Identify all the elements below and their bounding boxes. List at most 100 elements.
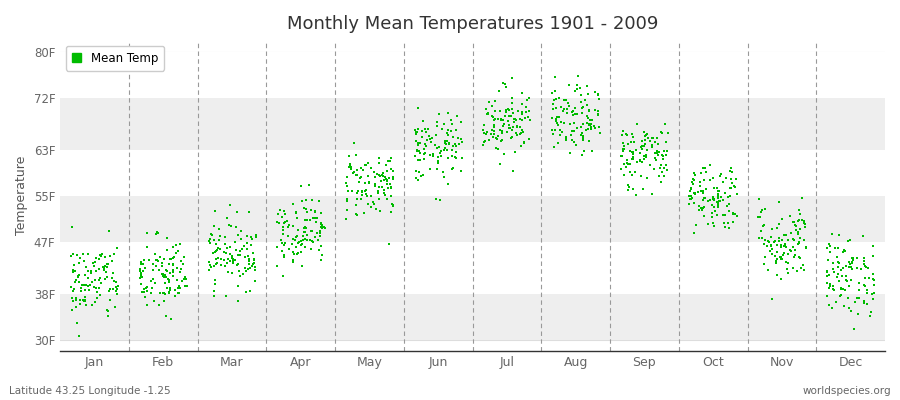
Point bbox=[682, 201, 697, 207]
Point bbox=[770, 242, 785, 248]
Point bbox=[436, 120, 451, 127]
Point bbox=[210, 247, 224, 254]
Point bbox=[501, 122, 516, 128]
Point bbox=[378, 174, 392, 180]
Point bbox=[66, 266, 80, 273]
Point bbox=[226, 256, 240, 263]
Point bbox=[132, 275, 147, 282]
Bar bbox=[60, 150, 885, 196]
Point bbox=[506, 168, 520, 174]
Point bbox=[386, 202, 400, 208]
Point bbox=[518, 115, 533, 121]
Point bbox=[793, 235, 807, 241]
Point bbox=[430, 145, 445, 152]
Point bbox=[350, 171, 365, 178]
Point bbox=[358, 187, 373, 194]
Point bbox=[149, 262, 164, 269]
Point bbox=[752, 234, 766, 241]
Point bbox=[276, 224, 291, 230]
Point bbox=[552, 114, 566, 120]
Point bbox=[248, 234, 263, 241]
Point bbox=[823, 281, 837, 288]
Point bbox=[634, 173, 649, 180]
Point bbox=[106, 286, 121, 292]
Point bbox=[487, 116, 501, 123]
Point bbox=[822, 240, 836, 247]
Point bbox=[289, 234, 303, 240]
Point bbox=[778, 259, 793, 265]
Point bbox=[140, 288, 154, 294]
Point bbox=[154, 259, 168, 266]
Point bbox=[301, 216, 315, 223]
Point bbox=[842, 304, 857, 311]
Point bbox=[831, 264, 845, 270]
Point bbox=[247, 260, 261, 266]
Point bbox=[556, 120, 571, 126]
Point bbox=[477, 122, 491, 128]
Point bbox=[850, 295, 864, 301]
Point bbox=[698, 186, 713, 192]
Point bbox=[486, 134, 500, 141]
Bar bbox=[60, 52, 885, 98]
Point bbox=[416, 118, 430, 124]
Point bbox=[209, 261, 223, 267]
Point bbox=[364, 165, 379, 171]
Point bbox=[440, 138, 454, 144]
Point bbox=[314, 223, 328, 230]
Point bbox=[479, 106, 493, 112]
Point bbox=[657, 173, 671, 179]
Point bbox=[554, 104, 568, 110]
Point bbox=[149, 231, 164, 237]
Point bbox=[437, 145, 452, 151]
Point bbox=[581, 107, 596, 114]
Point bbox=[780, 270, 795, 276]
Point bbox=[207, 281, 221, 287]
Point bbox=[494, 128, 508, 134]
Point bbox=[831, 245, 845, 251]
Point bbox=[867, 290, 881, 296]
Point bbox=[140, 284, 154, 290]
Point bbox=[241, 209, 256, 215]
Point bbox=[714, 194, 728, 200]
Point bbox=[349, 211, 364, 218]
Point bbox=[158, 274, 173, 280]
Point bbox=[159, 247, 174, 253]
Point bbox=[374, 178, 388, 184]
Point bbox=[858, 262, 872, 269]
Point bbox=[177, 276, 192, 282]
Point bbox=[568, 105, 582, 111]
Point bbox=[819, 244, 833, 251]
Point bbox=[505, 100, 519, 106]
Point bbox=[729, 176, 743, 182]
Point bbox=[796, 220, 811, 226]
Point bbox=[829, 298, 843, 305]
Point bbox=[298, 229, 312, 235]
Point bbox=[652, 173, 666, 180]
Point bbox=[711, 193, 725, 199]
Point bbox=[754, 235, 769, 241]
Point bbox=[545, 106, 560, 112]
Point bbox=[207, 262, 221, 269]
Point bbox=[271, 211, 285, 217]
Point bbox=[588, 89, 602, 95]
Point bbox=[635, 138, 650, 144]
Point bbox=[419, 137, 434, 143]
Point bbox=[846, 257, 860, 264]
Point bbox=[245, 263, 259, 269]
Point bbox=[380, 178, 394, 184]
Point bbox=[859, 282, 873, 289]
Point bbox=[275, 231, 290, 238]
Point bbox=[202, 240, 217, 246]
Point bbox=[850, 265, 864, 271]
Point bbox=[638, 140, 652, 147]
Point bbox=[496, 117, 510, 123]
Point bbox=[687, 190, 701, 196]
Point bbox=[169, 250, 184, 256]
Point bbox=[299, 197, 313, 203]
Point bbox=[826, 269, 841, 276]
Point bbox=[725, 211, 740, 218]
Point bbox=[360, 193, 374, 200]
Point bbox=[823, 242, 837, 249]
Point bbox=[787, 219, 801, 225]
Point bbox=[88, 277, 103, 284]
